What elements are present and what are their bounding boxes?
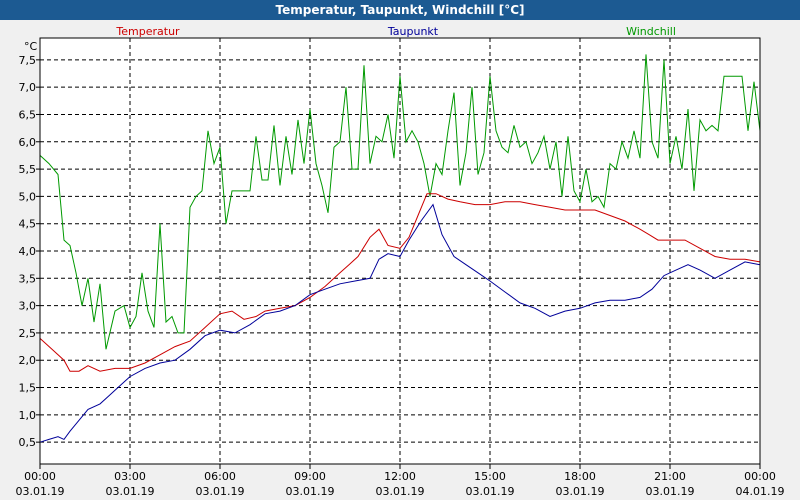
legend-item-taupunkt: Taupunkt: [387, 25, 439, 38]
x-axis: 00:00 03.01.19 03:00 03.01.19 06:00 03.01.19 0…: [16, 464, 785, 498]
y-tick-label: 7,0: [19, 81, 37, 94]
legend: Temperatur Taupunkt Windchill: [115, 25, 676, 38]
y-tick-label: 1,0: [19, 409, 37, 422]
y-tick-label: 3,0: [19, 300, 37, 313]
y-axis-unit: °C: [24, 40, 38, 53]
y-tick-label: 3,5: [19, 272, 37, 285]
x-tick-date: 03.01.19: [196, 485, 245, 498]
y-tick-label: 2,5: [19, 327, 37, 340]
x-tick-time: 15:00: [474, 470, 506, 483]
grid-lines: [40, 38, 760, 464]
x-tick-date: 04.01.19: [736, 485, 785, 498]
series-line-windchill: [39, 54, 761, 350]
y-tick-label: 6,5: [19, 108, 37, 121]
x-tick-date: 03.01.19: [106, 485, 155, 498]
x-tick-time: 03:00: [114, 470, 146, 483]
y-tick-label: 4,0: [19, 245, 37, 258]
y-tick-label: 5,5: [19, 163, 37, 176]
series-line-temperatur: [39, 193, 761, 372]
y-tick-label: 7,5: [19, 54, 37, 67]
x-tick-date: 03.01.19: [286, 485, 335, 498]
x-tick-date: 03.01.19: [466, 485, 515, 498]
y-tick-label: 4,5: [19, 218, 37, 231]
y-tick-label: 6,0: [19, 136, 37, 149]
legend-item-temperatur: Temperatur: [115, 25, 180, 38]
chart-title: Temperatur, Taupunkt, Windchill [°C]: [0, 0, 800, 20]
x-tick-time: 09:00: [294, 470, 326, 483]
x-tick-time: 18:00: [564, 470, 596, 483]
y-axis: 0,5 1,0 1,5 2,0 2,5 3,0 3,5 4,0 4,5 5,0 5,5 6,0 6,5 7…: [19, 54, 40, 449]
series-line-taupunkt: [39, 203, 761, 443]
y-tick-label: 5,0: [19, 190, 37, 203]
x-tick-time: 21:00: [654, 470, 686, 483]
legend-item-windchill: Windchill: [626, 25, 676, 38]
x-tick-time: 06:00: [204, 470, 236, 483]
x-tick-date: 03.01.19: [376, 485, 425, 498]
x-tick-time: 00:00: [24, 470, 56, 483]
x-tick-date: 03.01.19: [646, 485, 695, 498]
x-tick-date: 03.01.19: [16, 485, 65, 498]
y-tick-label: 1,5: [19, 382, 37, 395]
x-tick-time: 00:00: [744, 470, 776, 483]
x-tick-date: 03.01.19: [556, 485, 605, 498]
x-tick-time: 12:00: [384, 470, 416, 483]
series-layer: [39, 54, 761, 443]
y-tick-label: 2,0: [19, 354, 37, 367]
y-tick-label: 0,5: [19, 436, 37, 449]
